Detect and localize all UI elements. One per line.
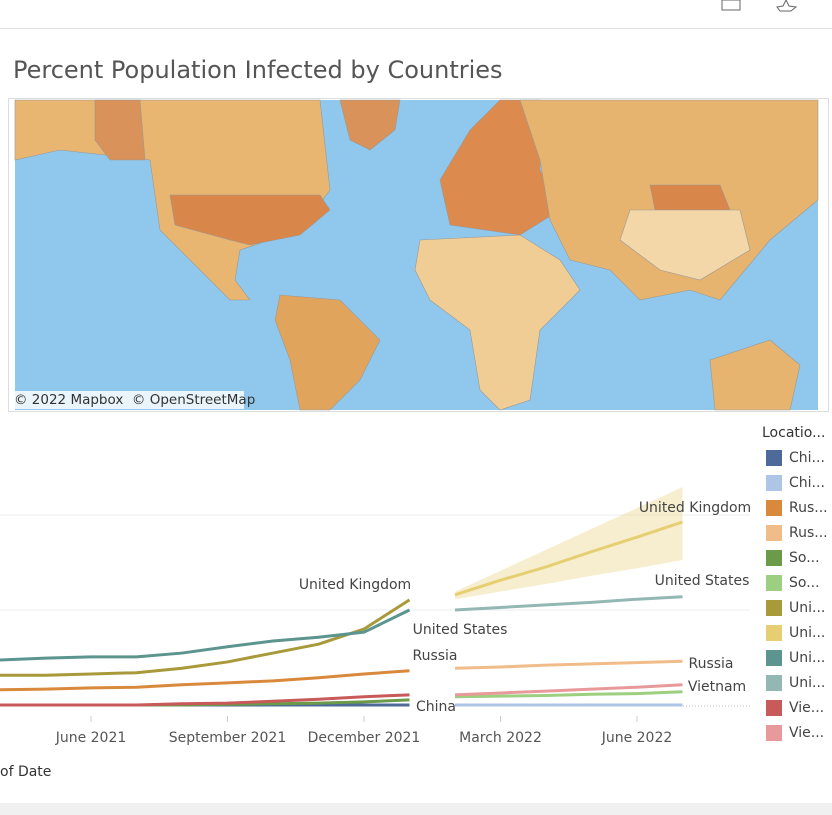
land-australia bbox=[709, 339, 801, 411]
legend-swatch bbox=[766, 625, 782, 641]
land-usa bbox=[169, 194, 331, 246]
dashboard-title: Percent Population Infected by Countries bbox=[13, 56, 503, 84]
legend-swatch bbox=[766, 725, 782, 741]
legend-label: So... bbox=[789, 575, 820, 591]
x-tick-label: December 2021 bbox=[308, 730, 421, 746]
legend-label: Vie... bbox=[789, 700, 824, 716]
series-line bbox=[454, 595, 683, 612]
land-alaska bbox=[94, 99, 146, 161]
land-greenland bbox=[339, 99, 401, 151]
legend-swatch bbox=[766, 575, 782, 591]
line-chart: June 2021 September 2021 December 2021 Marc… bbox=[0, 420, 832, 780]
land-europe bbox=[439, 99, 561, 236]
legend-label: Uni... bbox=[789, 600, 825, 616]
land-south-america bbox=[274, 294, 381, 411]
line-label: United States bbox=[413, 622, 508, 638]
legend-title: Locatio... bbox=[762, 425, 825, 441]
legend-swatch bbox=[766, 550, 782, 566]
series-line bbox=[0, 608, 411, 662]
legend-swatch bbox=[766, 650, 782, 666]
legend-swatch bbox=[766, 600, 782, 616]
legend-swatch bbox=[766, 525, 782, 541]
x-axis-title: of Date bbox=[0, 764, 51, 780]
line-label: China bbox=[416, 699, 456, 715]
legend-swatch bbox=[766, 700, 782, 716]
series-line bbox=[454, 520, 683, 597]
toolbar bbox=[0, 0, 832, 28]
legend-label: Uni... bbox=[789, 650, 825, 666]
share-icon[interactable] bbox=[721, 0, 741, 11]
x-tick-label: September 2021 bbox=[169, 730, 286, 746]
legend-label: Uni... bbox=[789, 625, 825, 641]
legend-label: Rus... bbox=[789, 525, 828, 541]
legend-swatch bbox=[766, 500, 782, 516]
x-tick-label: March 2022 bbox=[459, 730, 542, 746]
legend-label: Chi... bbox=[789, 450, 825, 466]
line-label: Vietnam bbox=[688, 679, 746, 695]
line-label: Russia bbox=[412, 648, 457, 664]
favorite-icon[interactable] bbox=[776, 0, 798, 12]
series-line bbox=[0, 598, 411, 677]
x-tick-label: June 2022 bbox=[601, 730, 673, 746]
series-line bbox=[0, 693, 410, 707]
legend-swatch bbox=[766, 450, 782, 466]
legend-label: Uni... bbox=[789, 675, 825, 691]
land-china bbox=[619, 209, 751, 281]
land-africa bbox=[414, 234, 581, 411]
legend-swatch bbox=[766, 675, 782, 691]
forecast-band bbox=[455, 487, 683, 600]
map[interactable]: © 2022 Mapbox © OpenStreetMap bbox=[8, 98, 829, 412]
legend-label: Vie... bbox=[789, 725, 824, 741]
footer-bar bbox=[0, 803, 832, 815]
line-label: United States bbox=[655, 573, 750, 589]
x-tick-label: June 2021 bbox=[55, 730, 127, 746]
series-line bbox=[454, 690, 683, 699]
line-label: United Kingdom bbox=[299, 577, 411, 593]
legend-label: Rus... bbox=[789, 500, 828, 516]
legend-label: Chi... bbox=[789, 475, 825, 491]
legend-label: So... bbox=[789, 550, 820, 566]
legend-bg bbox=[752, 420, 832, 750]
series-line bbox=[454, 659, 683, 670]
series-line bbox=[454, 683, 683, 697]
map-attribution[interactable]: © 2022 Mapbox © OpenStreetMap bbox=[14, 392, 255, 408]
legend-swatch bbox=[766, 475, 782, 491]
line-label: United Kingdom bbox=[639, 500, 751, 516]
series-line bbox=[0, 669, 410, 692]
line-label: Russia bbox=[688, 656, 733, 672]
attribution-bg bbox=[12, 391, 244, 409]
